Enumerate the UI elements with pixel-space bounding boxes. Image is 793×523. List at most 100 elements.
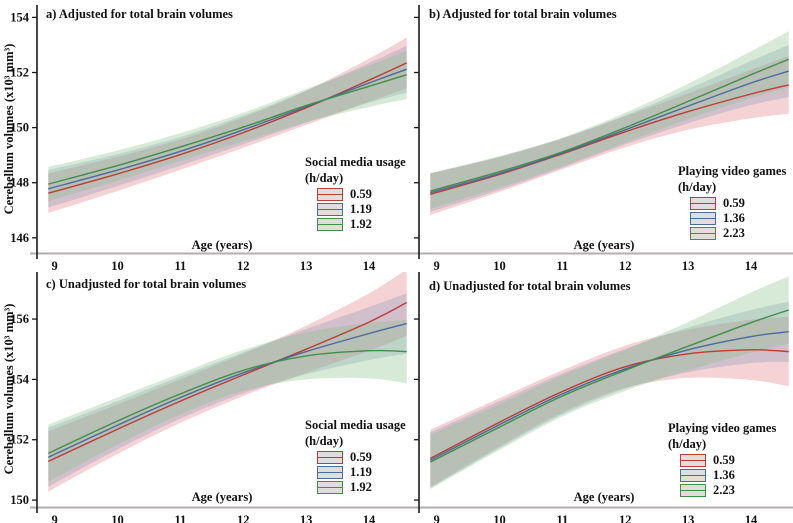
legend-title: Social media usage — [305, 418, 406, 432]
x-tick-label: 11 — [556, 513, 568, 523]
confidence-band — [48, 293, 407, 487]
trend-lines-panel-c — [48, 301, 408, 463]
legend-title: Playing video games — [668, 421, 777, 435]
legend-entry-label: 0.59 — [723, 196, 745, 210]
confidence-band — [48, 45, 407, 208]
y-tick-label: 150 — [10, 121, 29, 135]
y-tick-label: 154 — [10, 372, 30, 386]
legend-entry: 1.36 — [680, 468, 776, 483]
confidence-band — [48, 320, 407, 482]
series-line — [48, 349, 407, 454]
legend-key-red — [680, 454, 706, 467]
legend-entry-label: 0.59 — [350, 450, 372, 464]
panel-d-title: d) Unadjusted for total brain volumes — [429, 279, 631, 293]
legend-key-blue — [680, 469, 706, 482]
series-line — [48, 74, 407, 185]
legend-entry-label: 1.92 — [350, 480, 372, 494]
legend-entry: 1.19 — [317, 465, 406, 480]
confidence-band — [430, 301, 789, 488]
legend-entry: 2.23 — [690, 226, 786, 241]
x-tick-label: 14 — [363, 259, 376, 273]
series-line — [429, 331, 789, 461]
x-tick-label: 11 — [556, 259, 568, 273]
legend-key-green — [680, 484, 706, 497]
legend-entry-label: 0.59 — [350, 187, 372, 201]
x-tick-label: 13 — [682, 513, 695, 523]
x-tick-label: 12 — [619, 513, 632, 523]
legend-key-red — [317, 451, 343, 464]
x-tick-label: 14 — [363, 513, 376, 523]
legend-entry-label: 2.23 — [723, 226, 745, 240]
series-line — [48, 62, 407, 194]
legend-entry: 1.36 — [690, 211, 786, 226]
legend-entry: 2.23 — [680, 483, 776, 498]
confidence-band — [430, 276, 789, 490]
x-tick-label: 10 — [111, 513, 124, 523]
legend-entry: 1.92 — [317, 217, 406, 232]
x-tick-label: 9 — [433, 259, 439, 273]
legend-entry: 0.59 — [680, 453, 776, 468]
legend-key-green — [317, 481, 343, 494]
trend-lines-panel-d — [429, 309, 789, 463]
panel-c-title: c) Unadjusted for total brain volumes — [46, 277, 247, 291]
legend-key-red — [690, 197, 716, 210]
x-tick-label: 10 — [493, 513, 506, 523]
x-tick-label: 14 — [745, 259, 758, 273]
legend-key-blue — [317, 203, 343, 216]
y-axis-label-bottom: Cerebellum volumes (x10³ mm³) — [2, 303, 16, 475]
x-axis-label-d: Age (years) — [573, 490, 635, 504]
panel-b-title: b) Adjusted for total brain volumes — [429, 7, 617, 21]
legend-entry-label: 0.59 — [713, 453, 735, 467]
y-tick-label: 150 — [10, 493, 29, 507]
x-tick-label: 11 — [174, 513, 186, 523]
legend-subtitle: (h/day) — [305, 171, 344, 185]
legend-entry-label: 1.19 — [350, 202, 372, 216]
x-tick-label: 9 — [433, 513, 439, 523]
series-line — [48, 322, 407, 458]
y-tick-label: 156 — [10, 312, 29, 326]
legend-key-blue — [690, 212, 716, 225]
legend-key-green — [690, 227, 716, 240]
x-tick-label: 12 — [619, 259, 632, 273]
series-line — [430, 84, 789, 195]
confidence-band — [48, 37, 407, 213]
x-tick-label: 13 — [300, 259, 313, 273]
y-tick-label: 152 — [10, 433, 29, 447]
x-tick-label: 13 — [300, 513, 313, 523]
x-tick-label: 14 — [745, 513, 758, 523]
series-line — [430, 70, 789, 194]
confidence-band — [430, 31, 789, 209]
trend-lines-panel-b — [430, 58, 789, 195]
x-tick-label: 10 — [493, 259, 506, 273]
legend-video-games-b: Playing video games (h/day) 0.59 1.36 2.… — [678, 163, 786, 241]
y-tick-label: 148 — [10, 176, 29, 190]
x-tick-label: 13 — [682, 259, 695, 273]
legend-title: Social media usage — [305, 155, 406, 169]
series-line — [429, 349, 789, 460]
legend-social-media-c: Social media usage (h/day) 0.59 1.19 1.9… — [305, 417, 406, 495]
legend-entry-label: 1.36 — [713, 468, 735, 482]
legend-title: Playing video games — [678, 164, 787, 178]
legend-key-blue — [317, 466, 343, 479]
legend-entry-label: 1.19 — [350, 465, 372, 479]
x-tick-label: 12 — [237, 259, 250, 273]
x-tick-label: 9 — [51, 259, 57, 273]
confidence-band — [430, 316, 789, 488]
confidence-bands-panel-d — [430, 276, 789, 490]
x-axis-label-a: Age (years) — [191, 238, 253, 252]
legend-entry: 1.92 — [317, 480, 406, 495]
x-axis-label-b: Age (years) — [573, 238, 635, 252]
confidence-band — [430, 45, 789, 212]
trend-lines-panel-a — [48, 62, 407, 194]
x-tick-label: 11 — [174, 259, 186, 273]
x-tick-label: 10 — [111, 259, 124, 273]
legend-subtitle: (h/day) — [678, 180, 717, 194]
legend-key-green — [317, 218, 343, 231]
legend-entry: 0.59 — [317, 450, 406, 465]
legend-entry-label: 2.23 — [713, 483, 735, 497]
legend-entry: 1.19 — [317, 202, 406, 217]
y-tick-label: 154 — [10, 10, 30, 24]
panel-a-title: a) Adjusted for total brain volumes — [46, 7, 233, 21]
